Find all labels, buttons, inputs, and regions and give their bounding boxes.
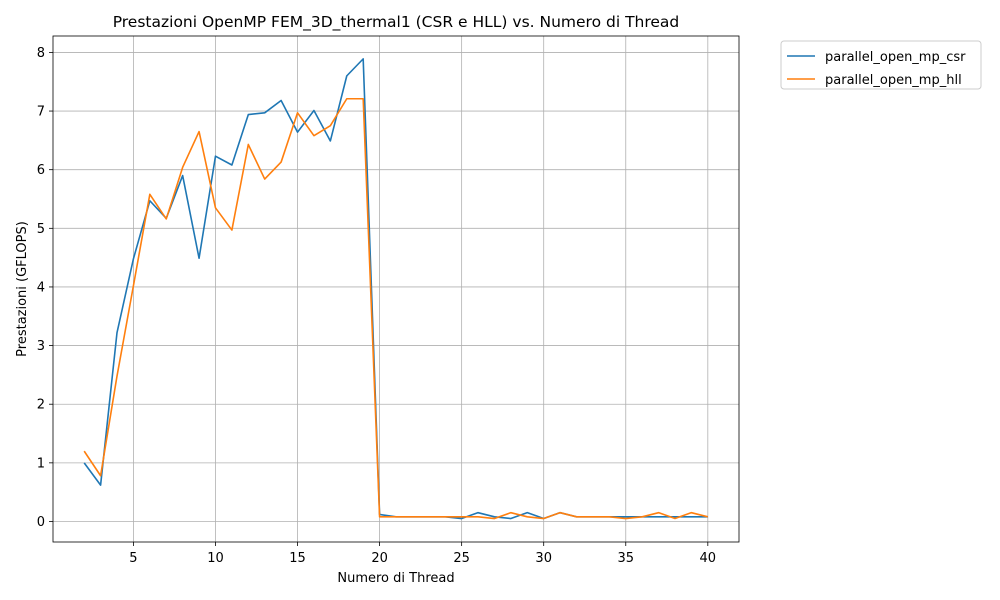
y-tick-label: 6 — [37, 163, 45, 178]
y-tick-label: 2 — [37, 398, 45, 413]
chart-title: Prestazioni OpenMP FEM_3D_thermal1 (CSR … — [113, 13, 680, 32]
y-axis-label: Prestazioni (GFLOPS) — [15, 221, 30, 357]
y-tick-label: 1 — [37, 456, 45, 471]
x-tick-label: 15 — [289, 551, 306, 566]
grid-lines — [53, 36, 739, 542]
x-tick-label: 5 — [129, 551, 137, 566]
y-tick-label: 8 — [37, 46, 45, 61]
x-tick-label: 30 — [535, 551, 552, 566]
y-tick-label: 0 — [37, 515, 45, 530]
x-tick-label: 20 — [371, 551, 388, 566]
plot-area-frame — [52, 35, 740, 543]
legend: parallel_open_mp_csr parallel_open_mp_hl… — [780, 40, 982, 90]
series-layer — [83, 58, 709, 520]
y-axis-ticks: 0 1 2 3 4 5 6 7 8 — [37, 46, 53, 530]
y-tick-label: 7 — [37, 105, 45, 120]
y-tick-label: 3 — [37, 339, 45, 354]
legend-frame — [780, 40, 982, 90]
legend-label-hll: parallel_open_mp_hll — [825, 73, 962, 88]
legend-label-csr: parallel_open_mp_csr — [825, 50, 966, 65]
x-tick-label: 35 — [617, 551, 634, 566]
y-tick-label: 4 — [37, 280, 45, 295]
y-tick-label: 5 — [37, 222, 45, 237]
x-axis-label: Numero di Thread — [337, 571, 454, 586]
x-axis-ticks: 5 10 15 20 25 30 35 40 — [129, 542, 716, 566]
x-tick-label: 10 — [207, 551, 224, 566]
series-line-hll — [83, 97, 709, 520]
x-tick-label: 40 — [700, 551, 717, 566]
x-tick-label: 25 — [453, 551, 470, 566]
